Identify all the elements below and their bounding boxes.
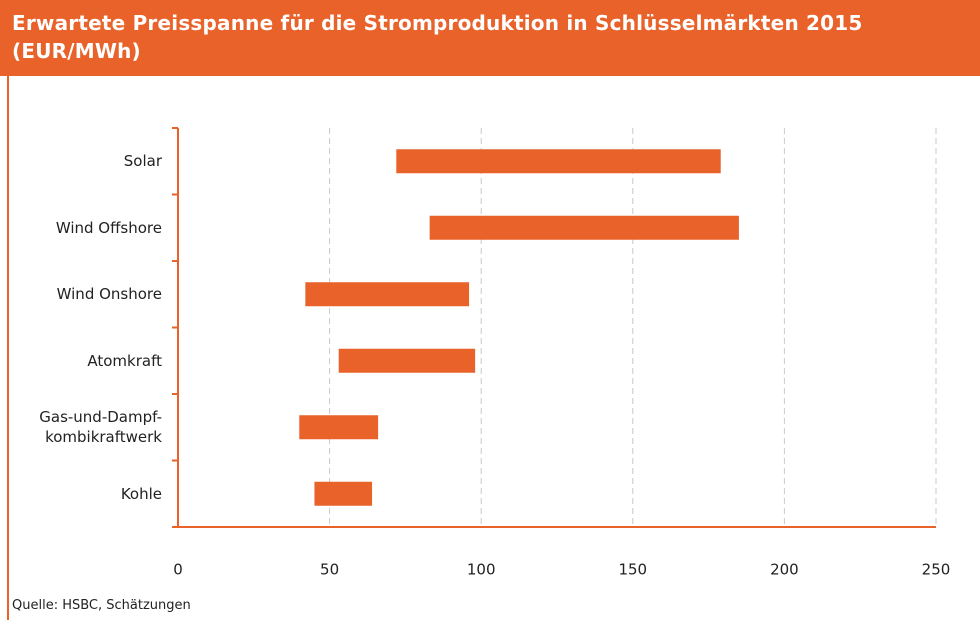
- bar: [429, 215, 739, 240]
- category-label: Wind Onshore: [56, 285, 162, 304]
- category-label: Wind Offshore: [55, 218, 162, 237]
- category-label: Solar: [123, 152, 162, 171]
- source: Quelle: HSBC, Schätzungen: [12, 598, 191, 613]
- bar: [299, 415, 379, 440]
- category-label: Kohle: [120, 484, 162, 503]
- x-tick-label: 200: [770, 561, 799, 579]
- category-label: Atomkraft: [87, 351, 162, 370]
- category-label: Gas-und-Dampf- kombikraftwerk: [39, 408, 162, 447]
- bar: [338, 348, 476, 373]
- x-tick-label: 250: [922, 561, 951, 579]
- title-bar: Erwartete Preisspanne für die Stromprodu…: [0, 0, 980, 76]
- x-tick-label: 100: [467, 561, 496, 579]
- x-tick-label: 0: [173, 561, 183, 579]
- x-tick-label: 50: [320, 561, 339, 579]
- bar: [396, 149, 721, 174]
- chart-title: Erwartete Preisspanne für die Stromprodu…: [12, 11, 863, 63]
- bar: [314, 481, 373, 506]
- x-tick-label: 150: [618, 561, 647, 579]
- bar: [305, 282, 470, 307]
